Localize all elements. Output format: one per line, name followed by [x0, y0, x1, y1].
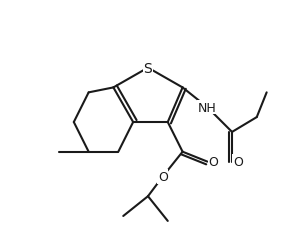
Text: O: O	[233, 156, 243, 168]
Text: O: O	[208, 156, 218, 168]
Text: S: S	[144, 62, 152, 75]
Text: NH: NH	[198, 101, 217, 114]
Text: O: O	[158, 170, 168, 183]
